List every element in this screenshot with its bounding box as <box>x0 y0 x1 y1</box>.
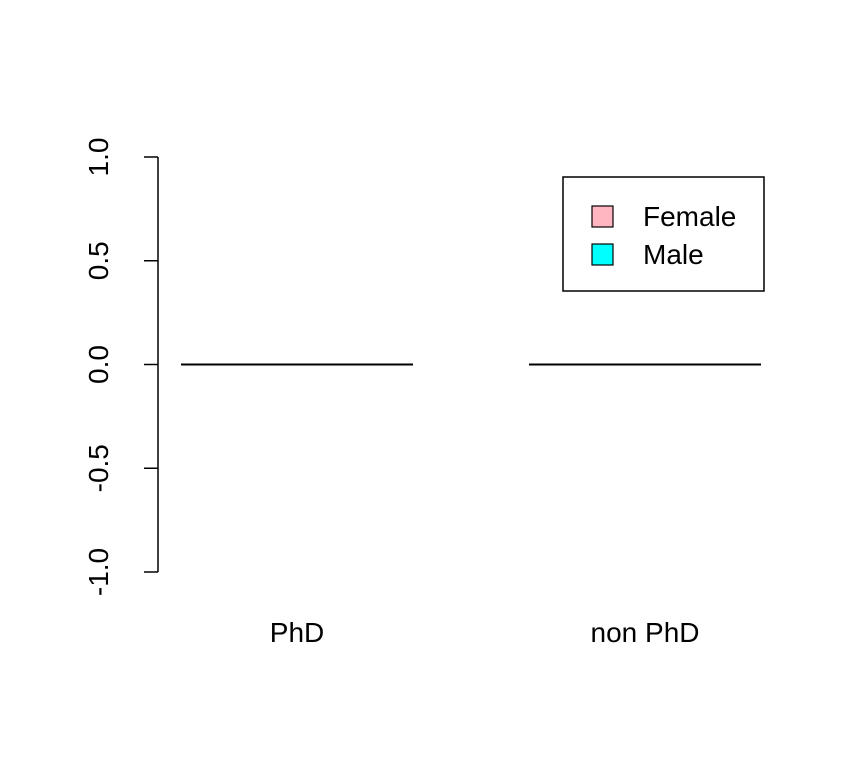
legend-swatch <box>591 243 614 266</box>
category-label: non PhD <box>591 617 700 648</box>
y-tick-label: -0.5 <box>83 444 114 492</box>
category-label: PhD <box>270 617 324 648</box>
legend-box <box>562 176 765 292</box>
legend: Female Male <box>562 176 765 292</box>
legend-label: Male <box>643 239 704 270</box>
legend-swatch <box>591 205 614 228</box>
y-tick-label: -1.0 <box>83 548 114 596</box>
category-labels: PhD non PhD <box>270 617 700 648</box>
y-tick-label: 1.0 <box>83 138 114 177</box>
y-tick-label: 0.0 <box>83 345 114 384</box>
y-axis: -1.0 -0.5 0.0 0.5 1.0 <box>83 138 159 596</box>
y-tick-label: 0.5 <box>83 241 114 280</box>
legend-label: Female <box>643 201 736 232</box>
